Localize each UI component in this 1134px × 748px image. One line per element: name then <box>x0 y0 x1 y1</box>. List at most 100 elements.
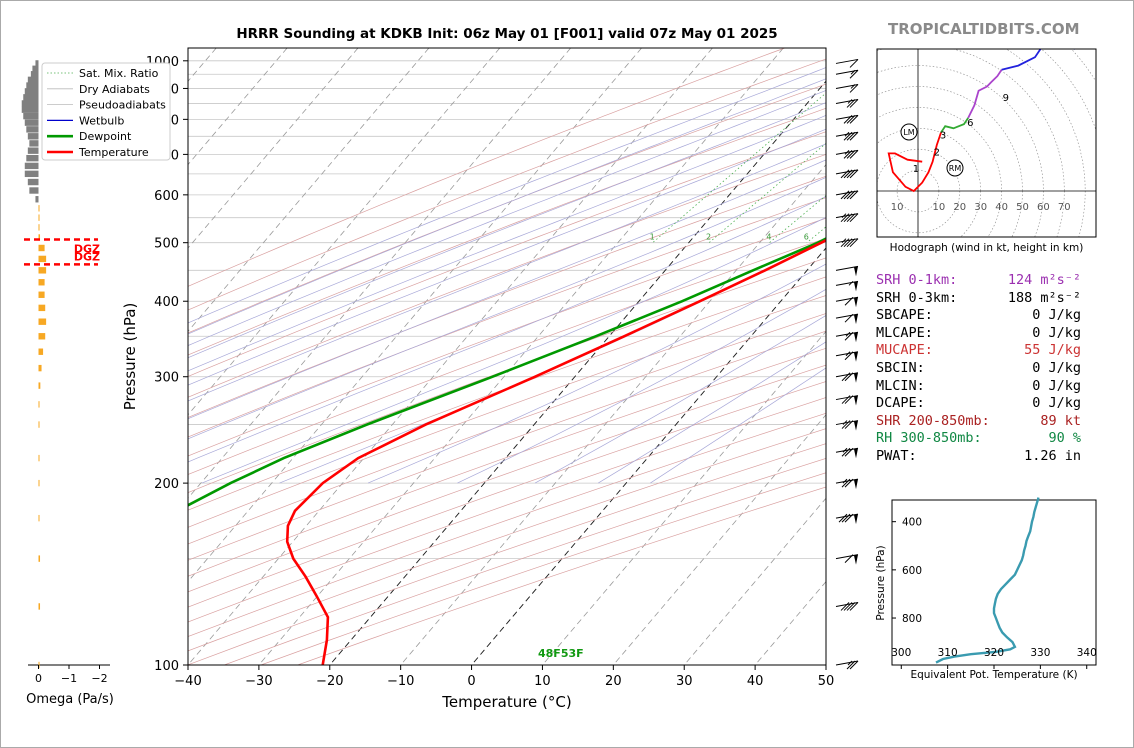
omega-bar <box>38 318 47 325</box>
y-tick-label: 600 <box>154 189 179 204</box>
barb-full <box>841 478 851 488</box>
stat-label: SRH 0-3km: <box>876 289 958 306</box>
thetae-x-tick-label: 300 <box>891 647 911 659</box>
wind-barb <box>835 98 859 108</box>
wind-barb <box>835 351 859 362</box>
hodograph-area <box>877 49 1096 237</box>
dry-adiabat <box>188 313 826 545</box>
stat-label: SBCAPE: <box>876 307 933 324</box>
wind-barb <box>835 213 859 223</box>
stat-row: MUCAPE: 55 J/kg <box>876 342 1081 360</box>
barb-staff <box>835 554 859 560</box>
stat-value: 188 m²s⁻² <box>1007 289 1081 306</box>
barb-full <box>840 213 850 223</box>
hodo-trace <box>887 132 942 193</box>
chart-title: HRRR Sounding at KDKB Init: 06z May 01 [… <box>236 26 778 42</box>
omega-bar <box>38 214 40 221</box>
wind-barb <box>835 372 859 383</box>
surface-temp-label: 48F53F <box>538 647 584 660</box>
barb-flag <box>854 514 858 525</box>
brand-watermark: TROPICALTIDBITS.COM <box>888 20 1080 38</box>
omega-bar <box>35 60 39 67</box>
hodograph-panel: 10 10 20 30 40 50 60 70 1 23 6 9 LM RM Hodograph (wind… <box>876 48 1097 254</box>
y-tick-label: 100 <box>154 659 179 674</box>
barb-full <box>844 331 854 341</box>
temperature-line <box>285 238 826 665</box>
thetae-x-label: Equivalent Pot. Temperature (K) <box>910 669 1077 681</box>
hodo-ring-label: 30 <box>974 202 987 213</box>
hodo-ring-label: 20 <box>953 202 966 213</box>
wind-barb <box>835 554 859 565</box>
barb-full <box>849 238 859 248</box>
hodo-height-label: 2 <box>934 147 940 158</box>
thetae-y-tick-label: 600 <box>902 565 922 577</box>
dry-adiabat <box>188 364 826 593</box>
hodo-height-label: 6 <box>967 118 973 129</box>
pseudoadiabat <box>188 128 826 386</box>
pseudoadiabat <box>188 143 826 402</box>
dry-adiabat <box>188 175 826 418</box>
stat-row: SHR 200-850mb: 89 kt <box>876 413 1081 431</box>
mixing-ratio-line <box>856 48 1100 243</box>
omega-bar <box>38 333 46 340</box>
stat-row: SRH 0-1km: 124 m²s⁻² <box>876 272 1081 290</box>
wind-barb <box>835 280 859 292</box>
barb-staff <box>835 478 859 484</box>
hodo-frame <box>876 48 1097 238</box>
dry-adiabat <box>188 197 826 438</box>
barb-staff <box>835 313 859 319</box>
wind-barb <box>835 114 859 124</box>
barb-staff <box>835 331 859 337</box>
thetae-x-tick-label: 310 <box>938 647 958 659</box>
omega-bar <box>38 205 40 212</box>
isotherm-minus20-line <box>329 80 826 665</box>
omega-bar <box>27 133 39 140</box>
isotherm-line <box>188 48 359 249</box>
isotherm-line <box>188 48 430 333</box>
stat-label: SBCIN: <box>876 359 925 376</box>
stat-row: RH 300-850mb: 90 % <box>876 430 1081 448</box>
barb-full <box>844 447 854 457</box>
x-tick-label: 50 <box>818 674 835 689</box>
stat-value: 0 J/kg <box>1032 377 1081 394</box>
omega-bar <box>38 304 46 312</box>
omega-bar <box>21 106 39 113</box>
wind-barb <box>835 513 859 525</box>
omega-bar <box>38 244 45 252</box>
barb-full <box>843 115 853 124</box>
mixing-ratio-label: 6 <box>804 233 809 242</box>
barb-staff <box>835 58 859 64</box>
barb-flag <box>854 297 858 308</box>
stat-value: 0 J/kg <box>1032 324 1081 341</box>
barb-full <box>843 131 853 141</box>
stat-row: SBCAPE: 0 J/kg <box>876 307 1081 325</box>
barb-flag <box>854 554 858 565</box>
wind-barb <box>835 131 859 141</box>
barb-full <box>849 59 859 68</box>
stat-row: SBCIN: 0 J/kg <box>876 360 1081 378</box>
stat-label: MLCAPE: <box>876 324 933 341</box>
isotherm-line <box>613 414 826 665</box>
pseudoadiabat <box>534 315 826 484</box>
thetae-panel: 300 310 320 330 340 400 600 800 Equivalent Pot. … <box>875 497 1097 681</box>
legend-label: Pseudoadiabats <box>79 99 166 112</box>
stat-label: RH 300-850mb: <box>876 430 982 447</box>
y-tick-label: 500 <box>154 237 179 252</box>
barb-full <box>843 150 853 159</box>
barb-full <box>849 115 859 124</box>
x-tick-label: 0 <box>467 674 475 689</box>
barb-flag <box>854 281 858 292</box>
barb-flag <box>854 266 858 277</box>
isotherm-line <box>400 163 826 665</box>
barb-flag <box>854 420 858 431</box>
hodo-ring-label: 50 <box>1016 202 1029 213</box>
legend: Sat. Mix. Ratio Dry Adiabats Pseudoadiabat… <box>41 62 171 161</box>
isotherm-line <box>683 497 826 665</box>
barb-half <box>841 213 847 219</box>
omega-bar <box>38 291 45 298</box>
pseudoadiabat <box>188 90 826 346</box>
x-tick-label: 10 <box>534 674 551 689</box>
barb-flag <box>854 314 858 325</box>
barb-full <box>846 150 856 159</box>
stat-label: DCAPE: <box>876 395 925 412</box>
